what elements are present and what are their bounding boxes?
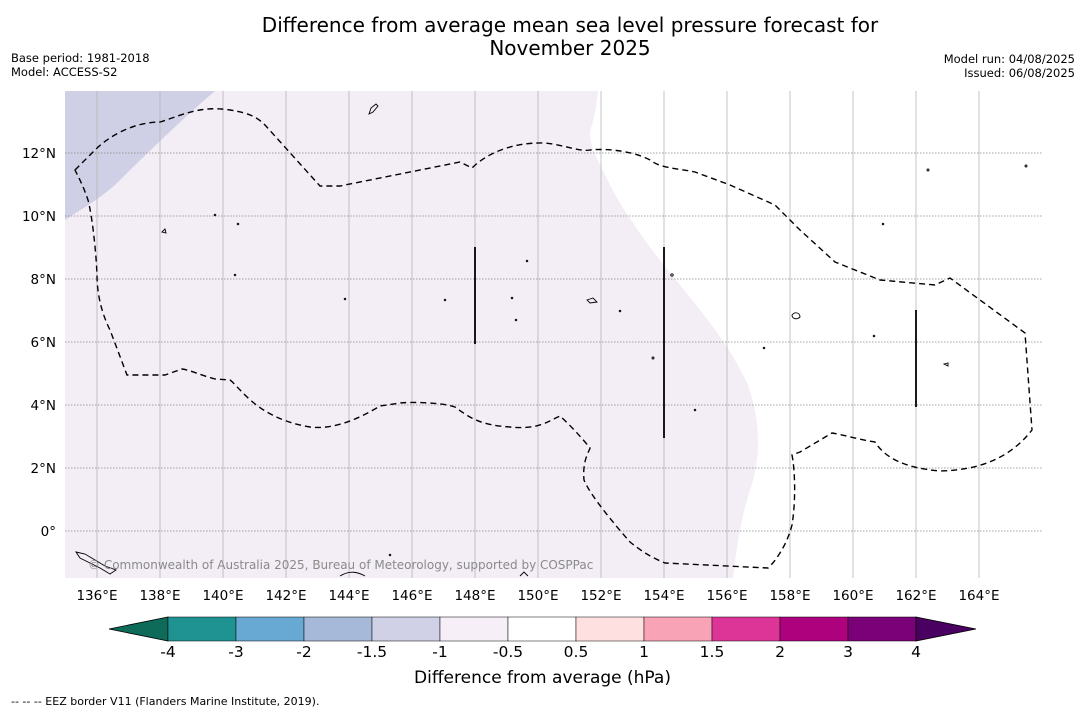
cb-tick-4: 4 bbox=[911, 643, 921, 661]
colorbar-bin-9 bbox=[711, 616, 781, 642]
lon-label-158e: 158°E bbox=[769, 588, 810, 604]
atoll-5 bbox=[443, 298, 447, 302]
atoll-10 bbox=[670, 273, 674, 277]
island-palau bbox=[75, 551, 117, 575]
meta-right: Model run: 04/08/2025 Issued: 06/08/2025 bbox=[944, 52, 1075, 80]
lat-label-8n: 8°N bbox=[31, 272, 56, 288]
island-yap bbox=[161, 228, 167, 234]
colorbar-bin-8 bbox=[643, 616, 713, 642]
model-run: Model run: 04/08/2025 bbox=[943, 52, 1075, 66]
colorbar-bin-1 bbox=[167, 616, 237, 642]
eez-border bbox=[74, 108, 1033, 569]
colorbar bbox=[108, 616, 977, 642]
lon-label-136e: 136°E bbox=[76, 588, 117, 604]
colorbar-bin-2 bbox=[235, 616, 305, 642]
colorbar-bin-4 bbox=[371, 616, 441, 642]
chart-title: Difference from average mean sea level p… bbox=[0, 14, 1085, 60]
longitude-grid bbox=[96, 91, 980, 578]
island-guam bbox=[368, 103, 379, 115]
lat-label-4n: 4°N bbox=[31, 398, 56, 414]
issued-date: Issued: 06/08/2025 bbox=[964, 66, 1075, 80]
atoll-12 bbox=[693, 408, 697, 412]
lon-label-148e: 148°E bbox=[454, 588, 495, 604]
atoll-4 bbox=[343, 297, 347, 301]
lon-label-138e: 138°E bbox=[139, 588, 180, 604]
title-line-1: Difference from average mean sea level p… bbox=[261, 13, 879, 37]
cb-tick--1: -1 bbox=[432, 643, 448, 661]
cb-tick--1-5: -1.5 bbox=[356, 643, 388, 661]
atoll-1 bbox=[213, 213, 217, 217]
cb-tick--3: -3 bbox=[228, 643, 244, 661]
atoll-9 bbox=[618, 309, 622, 313]
atoll-8 bbox=[525, 259, 529, 263]
base-period: Base period: 1981-2018 bbox=[11, 51, 150, 65]
island-kosrae bbox=[942, 362, 949, 367]
cb-tick-1-5: 1.5 bbox=[699, 643, 725, 661]
lon-label-156e: 156°E bbox=[706, 588, 747, 604]
lat-label-10n: 10°N bbox=[22, 209, 56, 225]
copyright-notice: © Commonwealth of Australia 2025, Bureau… bbox=[88, 558, 594, 572]
islands bbox=[75, 103, 1028, 577]
lon-label-162e: 162°E bbox=[895, 588, 936, 604]
cb-tick-1: 1 bbox=[639, 643, 649, 661]
cb-tick-3: 3 bbox=[843, 643, 853, 661]
lat-label-6n: 6°N bbox=[31, 335, 56, 351]
meta-left: Base period: 1981-2018 Model: ACCESS-S2 bbox=[11, 51, 150, 79]
atoll-11 bbox=[651, 356, 655, 360]
lon-label-164e: 164°E bbox=[958, 588, 999, 604]
colorbar-bin-5 bbox=[439, 616, 509, 642]
lon-label-160e: 160°E bbox=[832, 588, 873, 604]
colorbar-bin-6 bbox=[507, 616, 577, 642]
atoll-3 bbox=[233, 273, 237, 277]
atoll-2 bbox=[236, 222, 240, 226]
colorbar-bin-11 bbox=[847, 616, 917, 642]
lon-labels: 136°E 138°E 140°E 142°E 144°E 146°E 148°… bbox=[76, 588, 999, 604]
atoll-14 bbox=[872, 334, 876, 338]
cb-tick--4: -4 bbox=[160, 643, 176, 661]
island-chuuk bbox=[586, 297, 598, 304]
lat-label-12n: 12°N bbox=[22, 146, 56, 162]
colorbar-under-arrow bbox=[108, 616, 169, 642]
lon-label-144e: 144°E bbox=[328, 588, 369, 604]
atoll-18 bbox=[388, 553, 392, 557]
lat-labels: 12°N 10°N 8°N 6°N 4°N 2°N 0° bbox=[22, 146, 56, 540]
title-line-2: November 2025 bbox=[489, 36, 651, 60]
cb-tick--0-5: -0.5 bbox=[492, 643, 524, 661]
region-near-average bbox=[590, 91, 1042, 578]
colorbar-over-arrow bbox=[915, 616, 977, 642]
region-below-average bbox=[65, 91, 215, 220]
cb-tick-2: 2 bbox=[775, 643, 785, 661]
atoll-7 bbox=[514, 318, 518, 322]
atoll-6 bbox=[510, 296, 514, 300]
lon-label-150e: 150°E bbox=[517, 588, 558, 604]
lon-label-142e: 142°E bbox=[265, 588, 306, 604]
atoll-15 bbox=[881, 222, 885, 226]
lat-label-2n: 2°N bbox=[31, 461, 56, 477]
latitude-grid bbox=[65, 152, 1042, 532]
atoll-13 bbox=[762, 346, 766, 350]
colorbar-bin-3 bbox=[303, 616, 373, 642]
cb-tick-0-5: 0.5 bbox=[563, 643, 589, 661]
island-manus bbox=[519, 571, 529, 577]
lon-label-154e: 154°E bbox=[643, 588, 684, 604]
lon-label-152e: 152°E bbox=[580, 588, 621, 604]
lon-label-146e: 146°E bbox=[391, 588, 432, 604]
colorbar-title: Difference from average (hPa) bbox=[414, 668, 671, 688]
atoll-16 bbox=[926, 168, 930, 172]
colorbar-bin-7 bbox=[575, 616, 645, 642]
map-panel bbox=[65, 91, 1042, 578]
island-pohnpei bbox=[791, 312, 801, 320]
eez-footnote: -- -- -- EEZ border V11 (Flanders Marine… bbox=[11, 695, 320, 708]
model-name: Model: ACCESS-S2 bbox=[11, 65, 118, 79]
atoll-17 bbox=[1024, 164, 1028, 168]
cb-tick--2: -2 bbox=[296, 643, 312, 661]
lon-label-140e: 140°E bbox=[202, 588, 243, 604]
colorbar-bin-10 bbox=[779, 616, 849, 642]
island-png-north bbox=[339, 571, 366, 577]
lat-label-0: 0° bbox=[41, 524, 56, 540]
